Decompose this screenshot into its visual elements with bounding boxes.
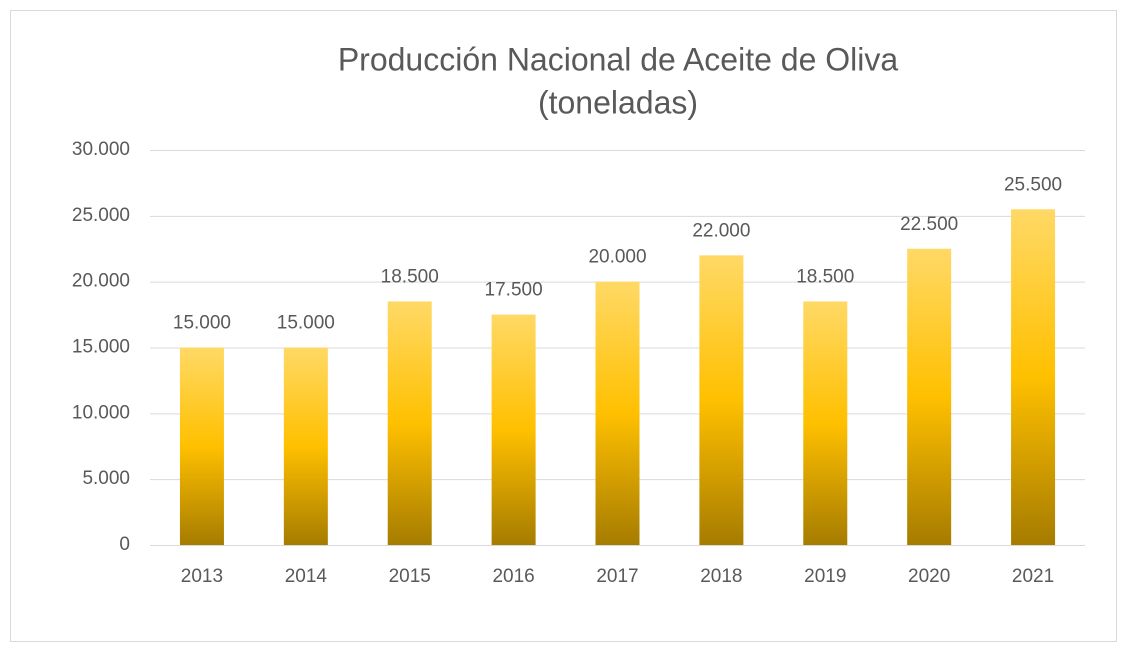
bar xyxy=(491,314,536,545)
data-label: 15.000 xyxy=(277,313,335,334)
y-tick-label: 15.000 xyxy=(72,337,130,358)
data-label: 17.500 xyxy=(485,280,543,301)
x-tick-label: 2017 xyxy=(596,566,638,587)
data-label: 25.500 xyxy=(1004,174,1062,195)
chart-title: Producción Nacional de Aceite de Oliva xyxy=(338,41,899,77)
bar xyxy=(803,301,848,545)
data-label: 18.500 xyxy=(381,266,439,287)
x-tick-label: 2019 xyxy=(804,566,846,587)
y-tick-label: 5.000 xyxy=(82,468,130,489)
x-tick-label: 2020 xyxy=(908,566,950,587)
x-tick-label: 2014 xyxy=(285,566,328,587)
x-tick-label: 2013 xyxy=(181,566,223,587)
bar xyxy=(907,248,952,545)
x-tick-label: 2016 xyxy=(492,566,534,587)
data-label: 20.000 xyxy=(588,247,646,268)
y-tick-label: 20.000 xyxy=(72,271,130,292)
bar xyxy=(283,347,328,545)
y-tick-label: 10.000 xyxy=(72,402,130,423)
y-tick-label: 25.000 xyxy=(72,205,130,226)
bar xyxy=(595,281,640,545)
bar xyxy=(699,255,744,546)
x-tick-label: 2018 xyxy=(700,566,742,587)
data-label: 15.000 xyxy=(173,313,231,334)
y-tick-label: 0 xyxy=(119,534,130,555)
data-label: 18.500 xyxy=(796,266,854,287)
bar xyxy=(179,347,224,545)
x-tick-label: 2021 xyxy=(1012,566,1054,587)
chart-subtitle: (toneladas) xyxy=(538,84,698,120)
data-label: 22.500 xyxy=(900,214,958,235)
bar xyxy=(1011,209,1056,545)
data-label: 22.000 xyxy=(692,220,750,241)
bar xyxy=(387,301,432,545)
y-tick-label: 30.000 xyxy=(72,139,130,160)
x-tick-label: 2015 xyxy=(389,566,431,587)
